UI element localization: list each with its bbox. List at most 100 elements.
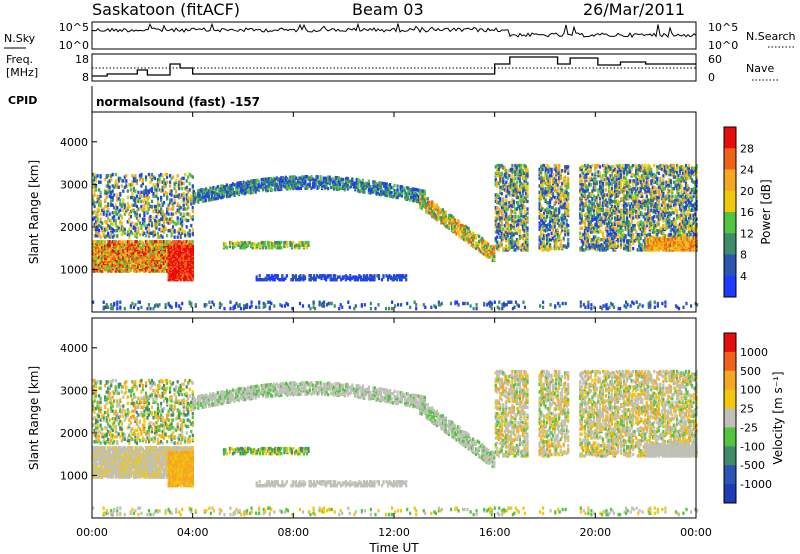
power-cell [187,253,190,258]
power-cell [163,227,166,232]
power-cell [101,208,104,212]
power-cell [331,177,334,181]
power-cell [361,190,364,194]
power-cell [402,186,405,191]
power-cell [137,246,140,250]
power-cell [289,187,292,191]
power-cell [173,267,176,272]
power-cell [372,185,375,189]
power-cell [172,220,175,224]
power-cell [349,184,352,189]
power-cell [153,176,157,181]
power-cell [181,220,184,224]
power-cell [95,179,98,183]
power-cell [209,189,212,193]
power-cell [179,266,182,270]
nsky-tick-top-right: 10^5 [708,21,738,34]
power-cell [299,176,303,180]
power-cell [107,174,110,178]
power-cell [376,183,380,187]
power-cell [143,211,146,215]
power-cell [360,181,363,185]
power-cell [172,204,175,209]
power-cell [190,216,193,220]
power-cell [185,185,188,189]
power-cell [216,192,219,197]
power-cell [150,189,154,193]
power-cell [116,195,119,200]
power-cell [430,305,433,309]
power-cell [98,260,101,264]
power-cell [367,182,370,186]
power-cell [467,234,470,238]
power-cell [389,183,392,187]
power-cell [251,242,254,246]
power-cell [184,276,187,281]
power-cell [92,251,95,255]
power-cell [352,185,355,189]
power-cell [135,216,138,220]
power-cell [160,269,163,273]
power-cell [173,229,176,233]
power-cell [116,264,119,268]
power-cell [437,217,440,221]
power-cell [128,227,131,232]
power-cell [164,181,167,186]
power-cell [116,256,119,261]
power-cell [113,256,116,261]
power-cell [263,278,266,282]
power-cell [260,243,263,247]
power-cell [128,217,131,221]
power-cell [111,216,114,220]
power-cell [331,183,334,187]
power-cell [141,243,144,248]
power-cell [150,186,154,191]
power-cell [431,204,434,208]
cpid-label: CPID [8,94,37,107]
power-cell [187,241,190,245]
power-cell [185,240,188,244]
power-cell [255,305,258,309]
power-cell [455,232,458,236]
power-cell [260,240,263,245]
power-cell [178,249,181,254]
power-cell [135,204,138,209]
power-cell [163,200,166,205]
power-cell [562,221,565,225]
power-cell [188,197,191,201]
power-cell [428,207,431,211]
power-cell [185,207,188,211]
power-cell [108,258,111,262]
power-cell [422,192,425,196]
power-cell [286,185,289,190]
power-cell [179,240,182,244]
power-cell [258,300,261,304]
power-cell [176,221,179,225]
power-cell [635,300,638,304]
power-cell [233,244,236,249]
nsky-tick-bottom-left: 10^0 [59,39,89,52]
power-cell [140,246,143,250]
power-cell [190,274,193,278]
power-cell [269,182,272,186]
power-cell [129,249,132,253]
power-cell [128,242,131,246]
power-cell [176,218,179,223]
power-cell [242,242,245,246]
power-cell [138,300,141,304]
power-cell [188,257,191,261]
power-cell [275,243,278,247]
power-cell [458,231,461,236]
power-cell [172,230,175,234]
power-cell [325,184,328,188]
power-cell [161,217,164,221]
power-cell [505,212,508,216]
power-cell [361,181,364,185]
power-cell [107,242,110,246]
power-cell [132,208,135,212]
power-cell [140,172,143,177]
power-cell [236,240,239,245]
power-cell [423,205,426,209]
power-cell [144,247,148,252]
power-cell [143,213,146,218]
